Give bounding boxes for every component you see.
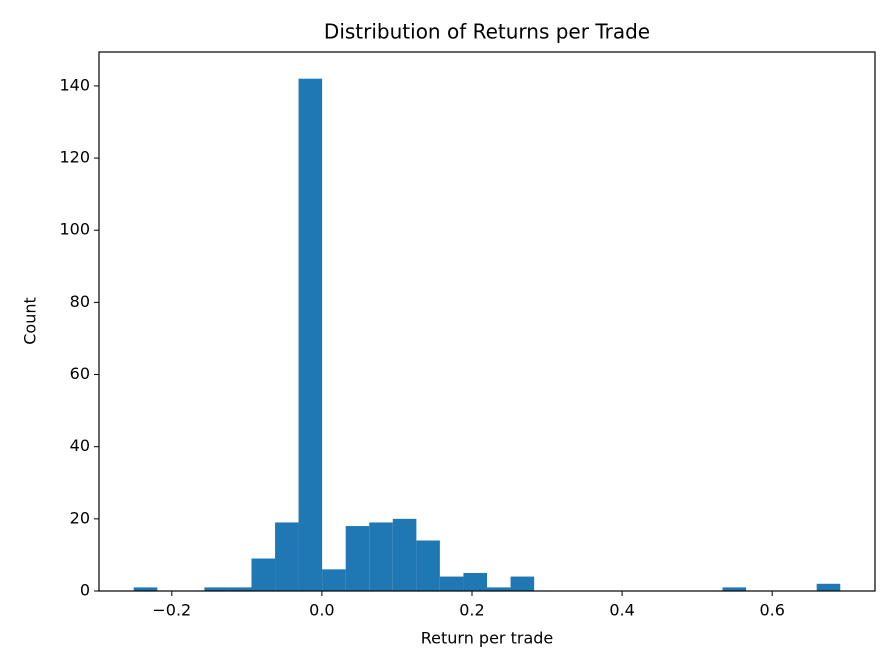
bar (204, 587, 228, 591)
y-tick-label: 80 (70, 292, 90, 311)
y-tick-label: 140 (59, 75, 90, 94)
bar (133, 587, 158, 591)
bar (251, 558, 276, 591)
bar (227, 587, 252, 591)
bar (487, 587, 511, 591)
bar (392, 518, 417, 591)
bar (369, 522, 393, 591)
bar (463, 572, 487, 591)
y-tick-label: 0 (80, 581, 90, 600)
bar (722, 587, 747, 591)
y-tick-label: 60 (70, 364, 90, 383)
bar (298, 78, 323, 592)
bar (275, 522, 299, 591)
x-tick-label: 0.6 (759, 601, 784, 620)
y-tick-label: 40 (70, 436, 90, 455)
plot-area (133, 78, 841, 592)
chart-title: Distribution of Returns per Trade (324, 20, 650, 44)
x-tick-label: 0.0 (309, 601, 334, 620)
bar (816, 583, 841, 591)
axes-frame (98, 51, 876, 592)
x-axis-label: Return per trade (421, 629, 554, 648)
bar (345, 526, 370, 591)
bar (439, 576, 464, 591)
bar (322, 569, 346, 591)
bar (510, 576, 535, 591)
y-tick-label: 120 (59, 148, 90, 167)
y-tick-label: 100 (59, 220, 90, 239)
y-axis-label: Count (21, 297, 40, 345)
x-tick-label: −0.2 (152, 601, 191, 620)
x-tick-label: 0.4 (609, 601, 634, 620)
bar (416, 540, 440, 591)
y-tick-label: 20 (70, 508, 90, 527)
x-tick-label: 0.2 (459, 601, 484, 620)
